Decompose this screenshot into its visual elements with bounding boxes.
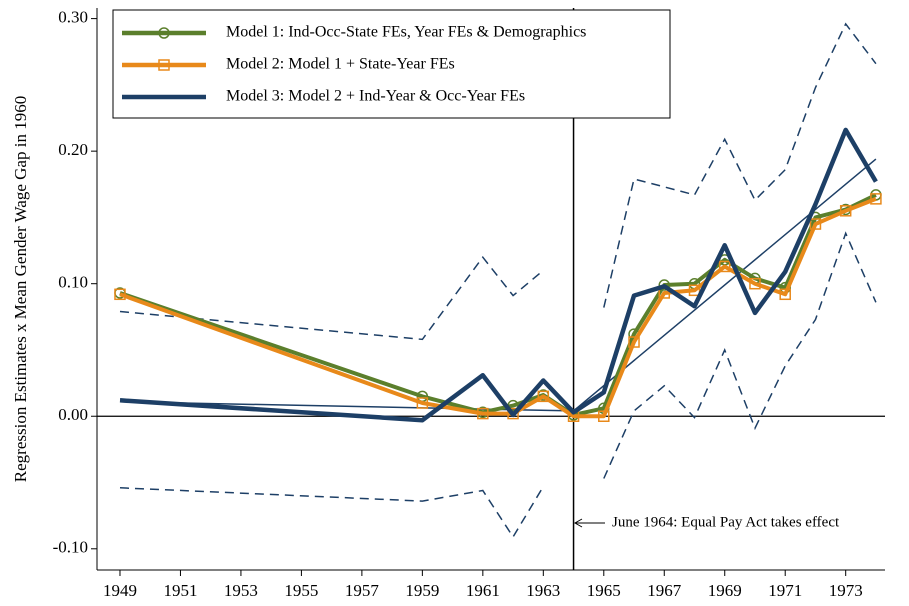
x-tick-label: 1957: [345, 581, 380, 600]
ci-upper: [119, 22, 877, 341]
marker: [416, 397, 429, 409]
marker: [779, 288, 791, 301]
marker: [477, 407, 489, 420]
legend-marker: [158, 59, 170, 71]
y-tick-label: 0.30: [58, 8, 88, 27]
marker: [688, 284, 701, 297]
x-tick-label: 1965: [587, 581, 621, 600]
marker: [718, 260, 731, 273]
x-tick-label: 1949: [103, 581, 137, 600]
y-tick-label: -0.10: [53, 538, 88, 557]
x-tick-label: 1961: [466, 581, 500, 600]
annotation: June 1964: Equal Pay Act takes effect: [612, 514, 840, 530]
marker: [598, 410, 610, 422]
x-tick-label: 1967: [647, 581, 682, 600]
series-line: [119, 193, 877, 417]
ci-lower: [119, 231, 877, 539]
marker: [870, 193, 882, 205]
x-tick-label: 1969: [708, 581, 742, 600]
series-line: [119, 197, 877, 419]
marker: [628, 336, 640, 348]
marker: [809, 218, 822, 230]
x-tick-label: 1963: [526, 581, 560, 600]
marker: [658, 279, 671, 291]
legend-label: Model 2: Model 1 + State-Year FEs: [226, 56, 455, 73]
x-tick-label: 1971: [768, 581, 802, 600]
y-tick-label: 0.20: [58, 140, 88, 159]
legend-label: Model 3: Model 2 + Ind-Year & Occ-Year F…: [226, 88, 525, 105]
marker: [537, 390, 550, 403]
x-tick-label: 1973: [829, 581, 863, 600]
marker: [507, 407, 519, 420]
marker: [839, 205, 852, 217]
y-tick-label: 0.00: [58, 405, 88, 424]
series-line: [119, 127, 878, 423]
legend-marker: [158, 27, 170, 39]
x-tick-label: 1951: [163, 581, 197, 600]
x-tick-label: 1955: [284, 581, 318, 600]
x-tick-label: 1959: [405, 581, 439, 600]
y-tick-label: 0.10: [58, 273, 88, 292]
annotation-arrowhead: [573, 518, 583, 528]
legend-label: Model 1: Ind-Occ-State FEs, Year FEs & D…: [226, 24, 586, 41]
y-axis-label: Regression Estimates x Mean Gender Wage …: [11, 96, 30, 482]
marker: [749, 277, 761, 290]
marker: [114, 288, 126, 301]
x-tick-label: 1953: [224, 581, 258, 600]
